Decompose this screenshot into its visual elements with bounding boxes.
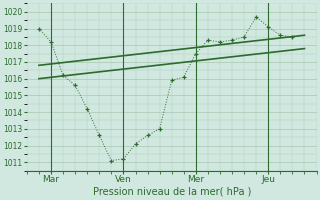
X-axis label: Pression niveau de la mer( hPa ): Pression niveau de la mer( hPa ) xyxy=(92,187,251,197)
